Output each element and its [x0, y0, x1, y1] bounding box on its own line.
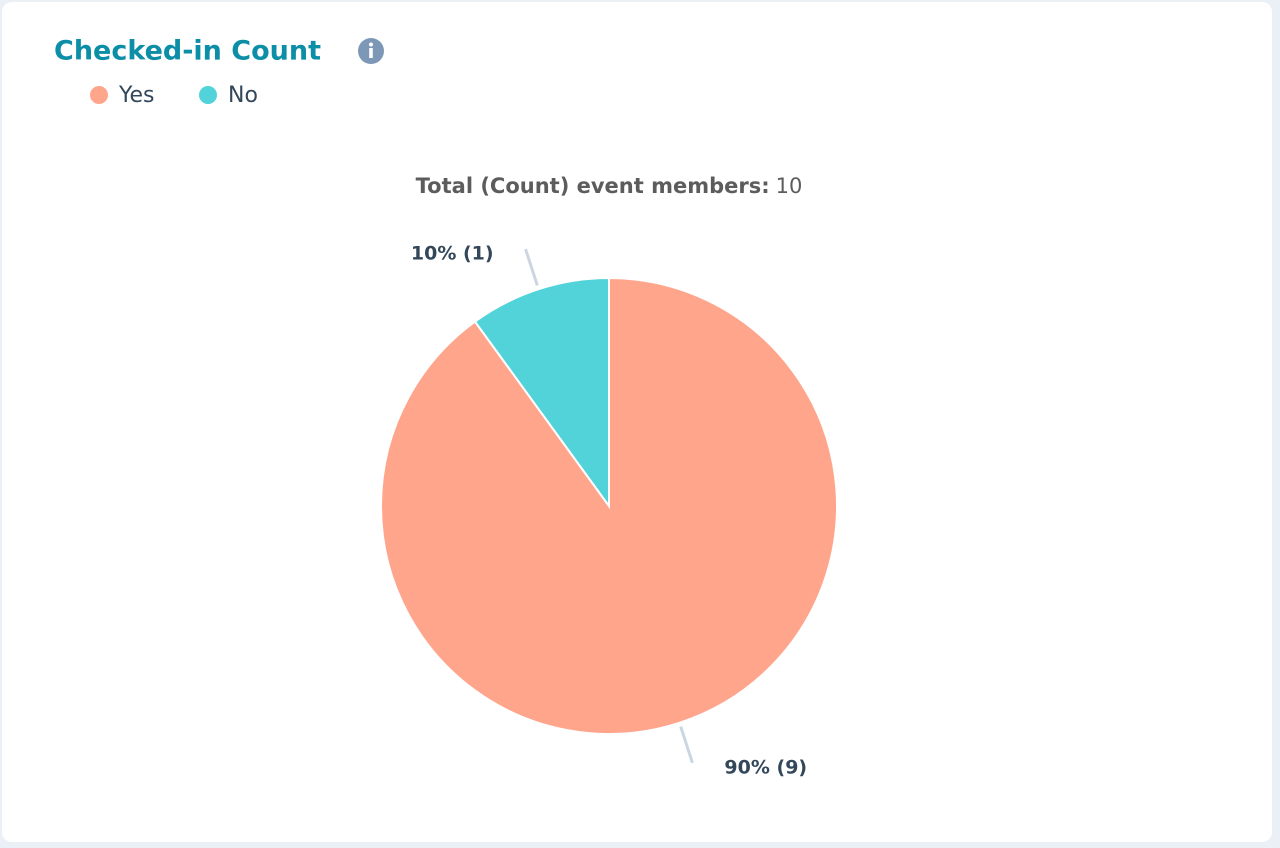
data-label: 90% (9)	[724, 756, 807, 778]
info-icon[interactable]	[358, 38, 384, 64]
total-value: 10	[776, 174, 803, 198]
chart-title: Checked-in Count	[54, 36, 321, 67]
total-label: Total (Count) event members:	[416, 174, 770, 198]
total-line: Total (Count) event members: 10	[416, 174, 803, 198]
data-label: 10% (1)	[411, 243, 494, 265]
pie-slice[interactable]	[473, 276, 610, 510]
legend-label[interactable]: No	[228, 83, 258, 108]
info-dot	[369, 42, 373, 47]
legend-swatch[interactable]	[90, 86, 108, 104]
leader-line	[524, 248, 539, 286]
legend-swatch[interactable]	[199, 86, 217, 104]
info-bar	[369, 48, 373, 58]
legend-label[interactable]: Yes	[118, 83, 155, 108]
leader-line	[679, 726, 694, 764]
